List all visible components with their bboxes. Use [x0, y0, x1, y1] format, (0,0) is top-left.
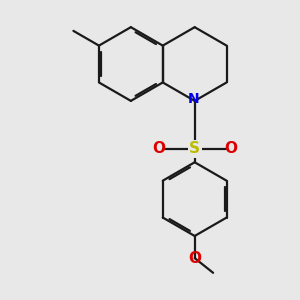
Text: O: O	[152, 141, 165, 156]
Text: S: S	[189, 141, 200, 156]
Text: O: O	[188, 250, 201, 266]
Text: O: O	[224, 141, 237, 156]
Text: N: N	[188, 92, 199, 106]
